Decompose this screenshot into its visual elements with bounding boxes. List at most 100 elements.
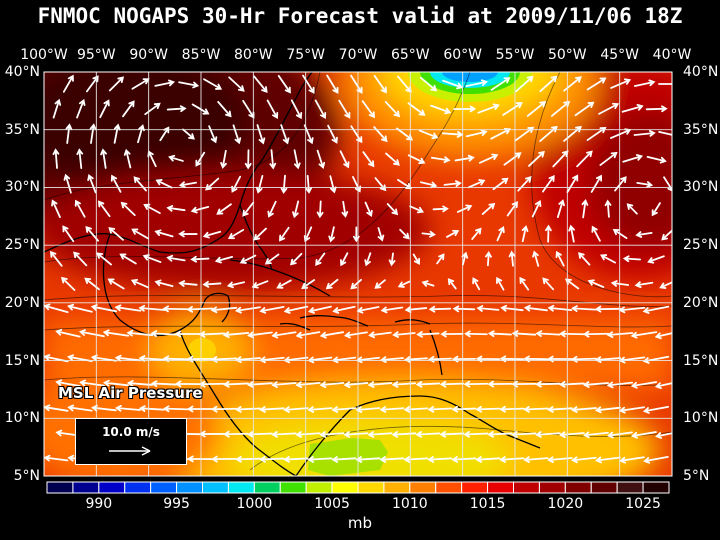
- wind-arrow: [439, 430, 465, 438]
- wind-arrow: [559, 330, 585, 338]
- wind-arrow: [319, 331, 345, 339]
- wind-arrow: [412, 253, 421, 265]
- wind-arrow: [120, 201, 136, 216]
- latitude-label-left: 35°N: [4, 121, 40, 138]
- wind-arrow: [481, 202, 496, 215]
- wind-arrow: [407, 154, 426, 165]
- wind-arrow: [528, 150, 545, 167]
- wind-arrow: [654, 382, 672, 390]
- latitude-label-right: 40°N: [683, 64, 719, 80]
- wind-arrow: [202, 280, 222, 288]
- colorbar: [46, 481, 670, 494]
- wind-arrow: [138, 405, 165, 412]
- wind-arrow: [271, 381, 297, 389]
- colorbar-swatch: [590, 481, 618, 494]
- wind-arrow: [208, 125, 218, 144]
- colorbar-swatch: [616, 481, 644, 494]
- wind-arrow: [436, 253, 445, 265]
- wind-vectors: [44, 74, 672, 464]
- wind-arrow: [475, 456, 501, 463]
- wind-arrow: [178, 181, 198, 189]
- wind-arrow: [52, 98, 62, 119]
- wind-arrow: [234, 356, 261, 364]
- wind-arrow: [150, 380, 178, 388]
- latitude-label-right: 5°N: [683, 468, 710, 484]
- wind-arrow: [226, 281, 245, 289]
- latitude-label-left: 5°N: [13, 468, 40, 484]
- wind-arrow: [521, 225, 529, 243]
- wind-arrow: [587, 279, 605, 288]
- wind-arrow: [452, 305, 476, 313]
- wind-arrow: [531, 199, 542, 218]
- wind-arrow: [416, 330, 440, 338]
- wind-arrow: [108, 76, 125, 92]
- longitude-label: 70°W: [338, 47, 378, 63]
- colorbar-tick-label: 990: [85, 496, 113, 512]
- wind-arrow: [377, 227, 385, 242]
- wind-arrow: [222, 331, 250, 339]
- wind-arrow: [415, 380, 441, 388]
- wind-arrow: [465, 129, 488, 138]
- wind-arrow: [453, 105, 477, 113]
- wind-arrow: [259, 406, 285, 413]
- longitude-label: 55°W: [495, 47, 535, 63]
- wind-arrow: [44, 303, 69, 314]
- wind-arrow: [253, 75, 268, 93]
- wind-arrow: [256, 124, 266, 145]
- wind-arrow: [343, 431, 369, 438]
- vector-scale-box: 10.0 m/s: [75, 418, 187, 465]
- wind-arrow: [647, 255, 665, 264]
- wind-arrow: [259, 455, 285, 463]
- colorbar-tick-label: 1025: [625, 496, 661, 512]
- colorbar-swatch: [357, 481, 385, 494]
- wind-arrow: [283, 406, 309, 413]
- wind-arrow: [190, 205, 210, 214]
- wind-arrow: [636, 181, 654, 188]
- wind-arrow: [633, 79, 656, 87]
- wind-arrow: [331, 456, 357, 463]
- wind-arrow: [283, 305, 309, 314]
- wind-arrow: [586, 77, 607, 91]
- wind-arrow: [314, 99, 327, 120]
- wind-arrow: [62, 225, 75, 243]
- wind-arrow: [247, 381, 273, 388]
- wind-arrow: [471, 227, 482, 241]
- wind-arrow: [154, 79, 176, 87]
- wind-arrow: [350, 125, 363, 144]
- colorbar-tick-label: 1000: [236, 496, 273, 512]
- wind-arrow: [227, 228, 245, 240]
- wind-arrow: [503, 152, 522, 166]
- wind-arrow: [231, 175, 242, 193]
- wind-arrow: [150, 330, 178, 337]
- wind-arrow: [391, 431, 417, 438]
- wind-arrow: [535, 380, 561, 388]
- wind-arrow: [352, 175, 362, 193]
- wind-arrow: [570, 406, 597, 414]
- wind-arrow: [326, 74, 339, 94]
- longitude-label: 75°W: [286, 47, 325, 63]
- wind-arrow: [362, 151, 375, 168]
- latitude-label-left: 40°N: [4, 64, 40, 80]
- wind-arrow: [267, 200, 277, 218]
- wind-arrow: [182, 128, 195, 140]
- wind-arrow: [440, 330, 464, 338]
- longitude-label: 80°W: [233, 47, 273, 63]
- wind-arrow: [67, 303, 93, 313]
- wind-arrow: [223, 430, 249, 438]
- latitude-label-right: 35°N: [683, 121, 719, 138]
- wind-arrow: [568, 224, 575, 243]
- longitude-label: 40°W: [652, 47, 692, 63]
- wind-arrow: [131, 78, 150, 90]
- wind-arrow: [63, 173, 72, 194]
- wind-arrow: [661, 229, 672, 241]
- wind-arrow: [52, 148, 60, 169]
- field-label: MSL Air Pressure: [58, 384, 203, 402]
- wind-arrow: [582, 381, 610, 389]
- wind-arrow: [582, 431, 609, 439]
- colorbar-swatch: [642, 481, 670, 494]
- wind-arrow: [341, 200, 349, 218]
- wind-arrow: [74, 199, 86, 218]
- wind-arrow: [571, 456, 597, 464]
- vector-scale-label: 10.0 m/s: [102, 425, 160, 439]
- wind-arrow: [472, 277, 481, 291]
